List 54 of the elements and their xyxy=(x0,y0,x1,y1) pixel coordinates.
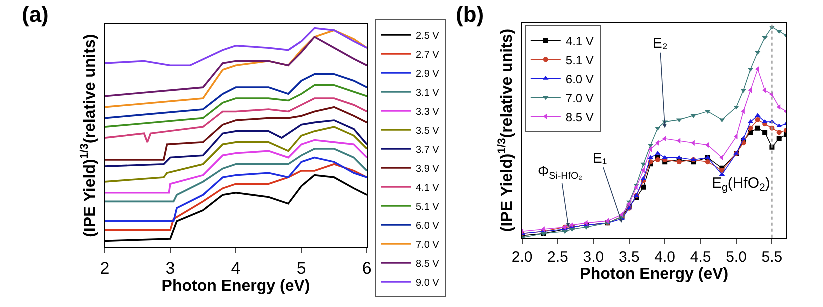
legend-label: 3.3 V xyxy=(416,106,440,118)
x-axis-title: Photon Energy (eV) xyxy=(580,266,729,283)
point xyxy=(776,136,782,142)
legend-label: 3.7 V xyxy=(416,144,440,156)
x-tick-label: 2.0 xyxy=(512,248,533,266)
legend-label: 3.1 V xyxy=(416,88,440,99)
point xyxy=(755,117,760,122)
legend-label: 7.0 V xyxy=(566,91,594,106)
x-tick-label: 2.5 xyxy=(548,248,568,266)
legend-label: 6.0 V xyxy=(416,220,440,232)
point xyxy=(641,184,646,190)
legend-label: 5.1 V xyxy=(416,202,440,213)
x-tick-label: 5.0 xyxy=(726,248,747,266)
chart-title: (a) xyxy=(22,2,49,27)
annotation: E₂ xyxy=(653,35,668,51)
x-tick-label: 4.0 xyxy=(654,248,676,266)
x-tick-label: 5 xyxy=(296,259,306,278)
x-tick-label: 3.5 xyxy=(618,248,640,266)
annotation: Φ$_{Si-HfO₂}$ xyxy=(538,163,583,182)
legend-label: 3.9 V xyxy=(416,164,440,175)
legend-label: 8.5 V xyxy=(566,110,594,124)
legend-label: 2.5 V xyxy=(416,30,440,42)
legend-label: 5.1 V xyxy=(566,53,594,68)
legend-label: 4.1 V xyxy=(566,34,594,48)
legend-label: 7.0 V xyxy=(416,240,440,251)
x-tick-label: 3 xyxy=(166,259,176,278)
legend-label: 3.5 V xyxy=(416,126,440,137)
point xyxy=(662,155,668,160)
x-tick-label: 4 xyxy=(231,259,241,278)
x-tick-label: 3.0 xyxy=(583,248,604,266)
legend-label: 6.0 V xyxy=(566,72,594,86)
point xyxy=(676,160,682,165)
legend-label: 2.7 V xyxy=(416,50,440,61)
point xyxy=(705,160,710,165)
point xyxy=(755,126,760,131)
point xyxy=(676,138,681,144)
annotation: E₁ xyxy=(593,150,608,166)
point xyxy=(748,88,752,94)
point xyxy=(720,168,725,174)
chart-title: (b) xyxy=(456,2,484,27)
point xyxy=(748,126,754,131)
x-axis-title: Photon Energy (eV) xyxy=(162,278,310,296)
x-tick-label: 4.5 xyxy=(690,248,712,266)
x-tick-label: 2 xyxy=(100,259,110,278)
legend-label: 9.0 V xyxy=(416,278,440,289)
x-tick-label: 5.5 xyxy=(762,248,783,266)
point xyxy=(648,146,652,152)
ref-line-label: E$_{g}$(HfO$_{2}$) xyxy=(712,175,770,194)
point xyxy=(762,130,768,136)
legend-label: 8.5 V xyxy=(416,258,440,270)
point xyxy=(776,130,782,136)
x-tick-label: 6 xyxy=(362,259,372,278)
legend-label: 4.1 V xyxy=(416,182,440,194)
legend-label: 2.9 V xyxy=(416,68,440,80)
